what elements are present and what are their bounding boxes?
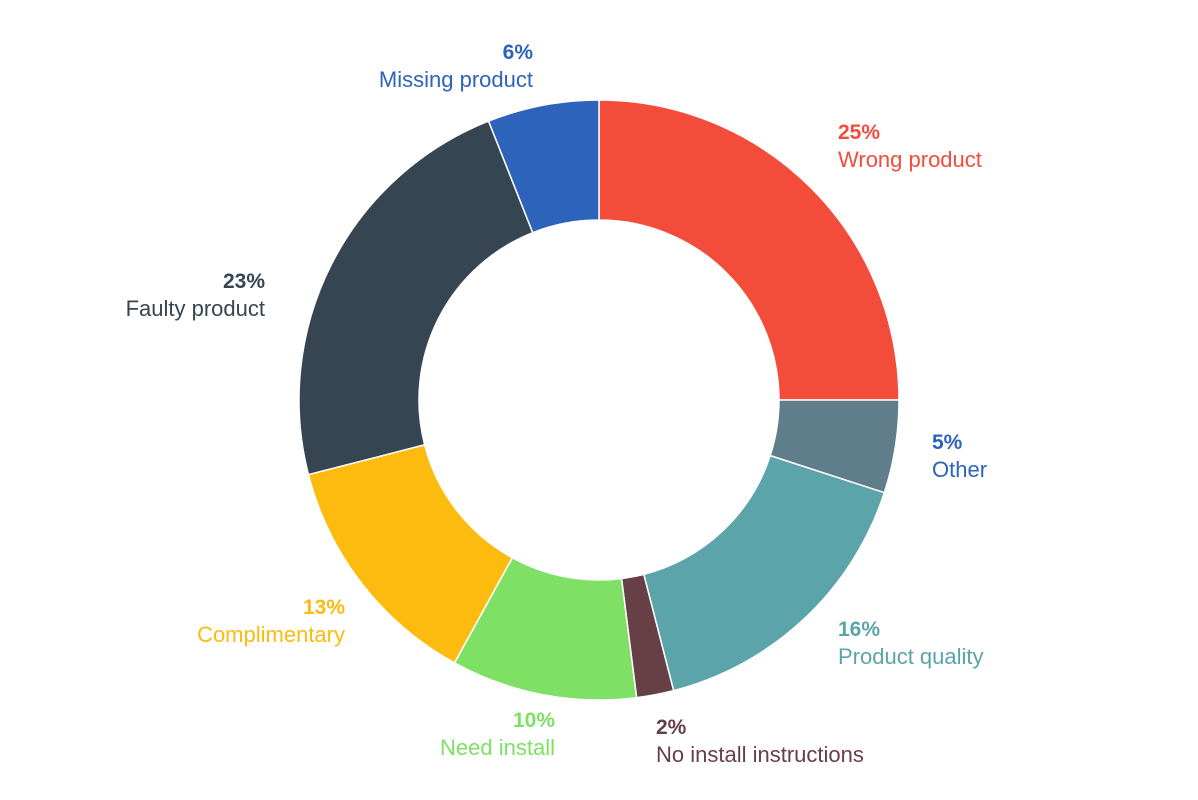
slice-percent-product-quality: 16% [838, 618, 880, 641]
slice-percent-faulty-product: 23% [223, 270, 265, 293]
slice-percent-no-install-instructions: 2% [656, 716, 687, 739]
donut-slices [298, 99, 900, 701]
slice-labels: 25% Wrong product 5% Other 16% Product qualit… [126, 41, 987, 767]
slice-faulty-product [298, 120, 534, 476]
slice-label-no-install-instructions: No install instructions [656, 742, 864, 767]
slice-label-need-install: Need install [440, 735, 555, 760]
slice-label-product-quality: Product quality [838, 644, 984, 669]
slice-percent-need-install: 10% [513, 709, 555, 732]
slice-label-wrong-product: Wrong product [838, 147, 982, 172]
slice-label-other: Other [932, 457, 987, 482]
slice-percent-wrong-product: 25% [838, 121, 880, 144]
slice-label-complimentary: Complimentary [197, 622, 345, 647]
slice-label-faulty-product: Faulty product [126, 296, 265, 321]
slice-missing-product [487, 99, 600, 234]
slice-percent-complimentary: 13% [303, 596, 345, 619]
slice-label-missing-product: Missing product [379, 67, 533, 92]
slice-percent-other: 5% [932, 431, 963, 454]
slice-wrong-product [598, 99, 900, 401]
slice-percent-missing-product: 6% [503, 41, 534, 64]
